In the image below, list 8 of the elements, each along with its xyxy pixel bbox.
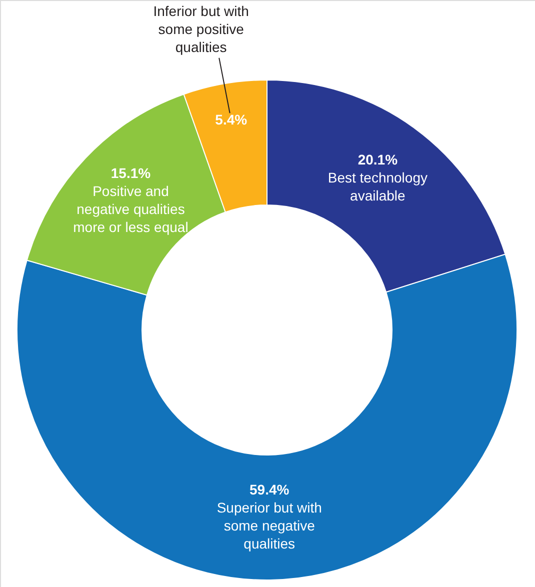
data-label: 15.1%	[110, 165, 152, 182]
data-label: 5.4%	[215, 112, 248, 128]
slice-label: Superior but with some negative qualities	[216, 499, 322, 552]
slice-label: Best technology available	[328, 170, 428, 204]
slice-label: Positive and negative qualities more or less equal	[73, 183, 188, 236]
data-label: 20.1%	[358, 152, 398, 168]
data-label: 59.4%	[250, 481, 290, 498]
slice-label: Inferior but with some positive qualities	[153, 2, 249, 55]
